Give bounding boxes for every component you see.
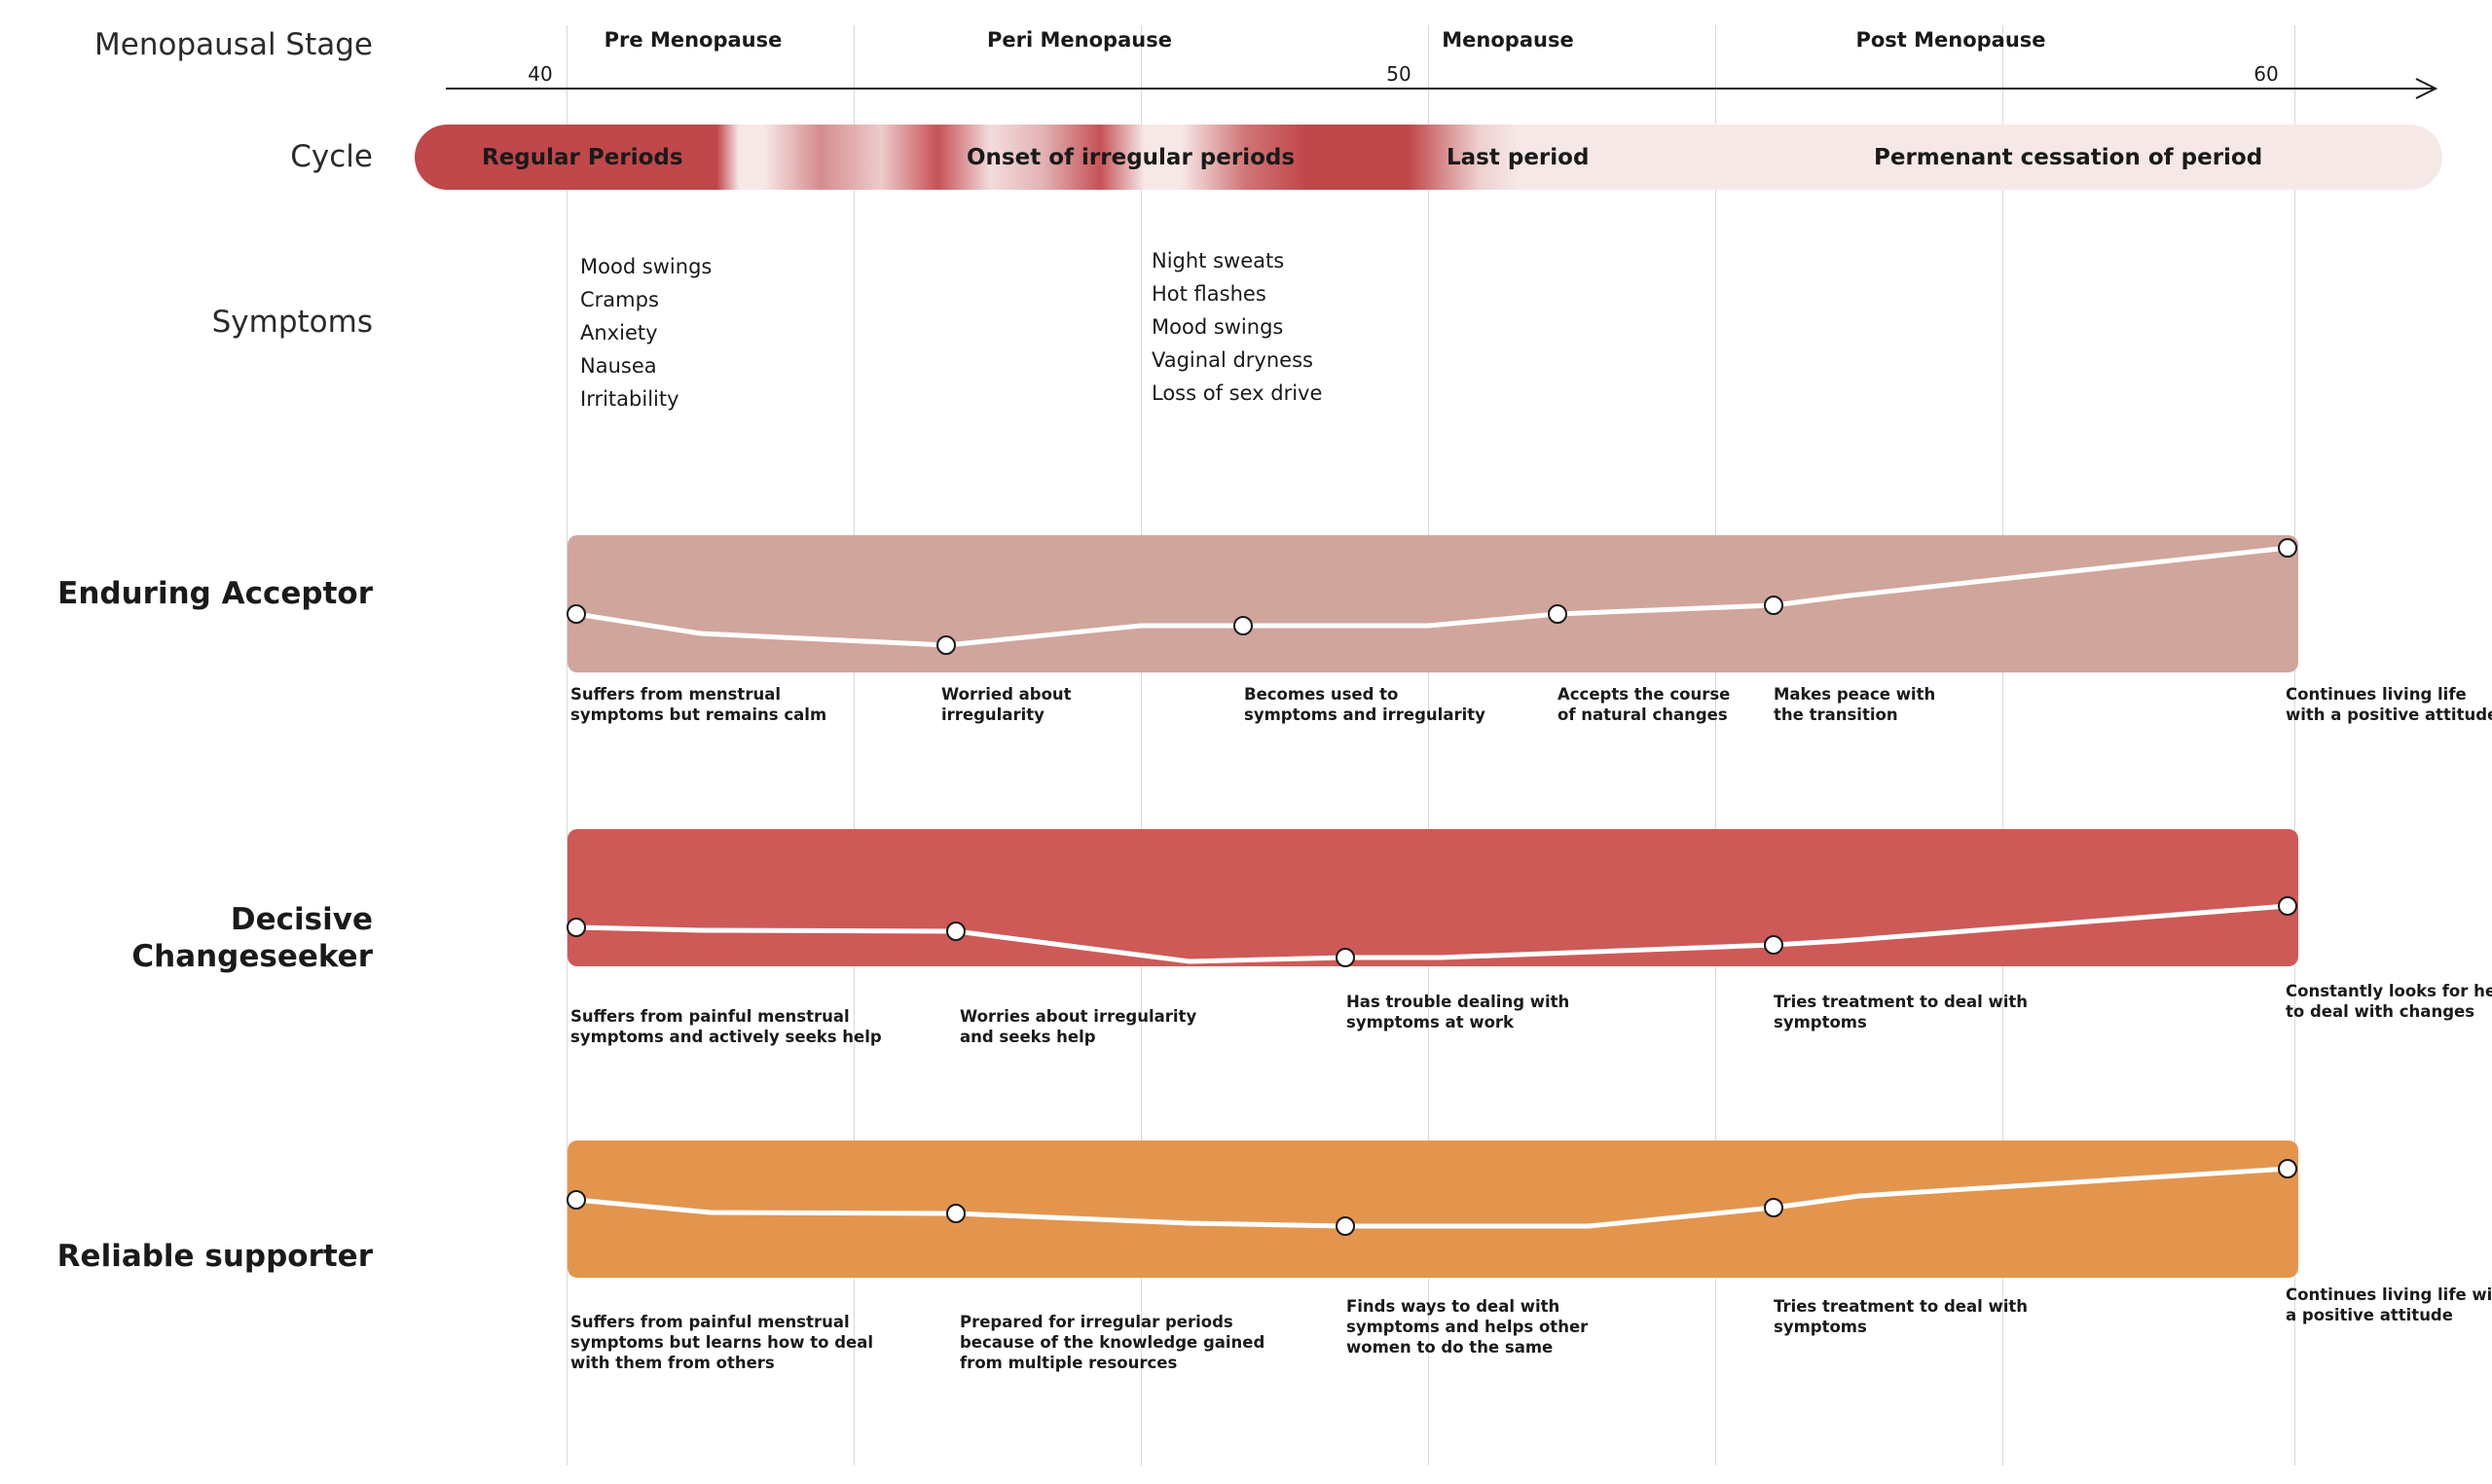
grid-line xyxy=(567,25,568,1466)
caption: Makes peace with the transition xyxy=(1774,685,1936,724)
caption: Prepared for irregular periods because of… xyxy=(960,1313,1265,1372)
symptom-item: Vaginal dryness xyxy=(1152,348,1313,372)
persona-reliable-supporter-track xyxy=(567,1140,2298,1278)
symptoms-peri-list: Night sweats Hot flashes Mood swings Vag… xyxy=(1152,244,1322,410)
caption: Suffers from painful menstrual symptoms b… xyxy=(570,1313,874,1372)
symptoms-row-label: Symptoms xyxy=(211,305,373,340)
caption: Suffers from painful menstrual symptoms a… xyxy=(570,1007,882,1046)
cycle-last-period: Last period xyxy=(1447,145,1590,170)
grid-line xyxy=(1428,25,1429,1466)
cycle-row-label: Cycle xyxy=(290,139,373,174)
caption: Tries treatment to deal with symptoms xyxy=(1774,1297,2029,1336)
persona-decisive-changeseeker-label: Decisive Changeseeker xyxy=(131,902,373,974)
stage-peri-menopause: Peri Menopause xyxy=(987,28,1172,52)
cycle-cessation: Permenant cessation of period xyxy=(1874,145,2263,170)
caption: Constantly looks for help to deal with ch… xyxy=(2286,982,2492,1021)
timeline-arrow xyxy=(446,78,2438,99)
symptoms-pre-list: Mood swings Cramps Anxiety Nausea Irrita… xyxy=(580,250,712,416)
persona-point xyxy=(2278,896,2297,916)
age-50: 50 xyxy=(1386,62,1411,86)
caption: Continues living life with a positive att… xyxy=(2286,1285,2492,1324)
stage-pre-menopause: Pre Menopause xyxy=(604,28,783,52)
grid-line xyxy=(1715,25,1716,1466)
persona-point xyxy=(1764,596,1783,615)
symptom-item: Nausea xyxy=(580,354,657,378)
persona-enduring-acceptor-track xyxy=(567,535,2298,672)
symptom-item: Cramps xyxy=(580,288,659,311)
persona-point xyxy=(1764,935,1783,955)
persona-point xyxy=(1764,1198,1783,1217)
stage-menopause: Menopause xyxy=(1442,28,1574,52)
persona-point xyxy=(567,1190,586,1210)
symptom-item: Night sweats xyxy=(1152,249,1285,272)
persona-line xyxy=(575,545,2289,648)
persona-line xyxy=(575,1166,2289,1229)
stage-row-label: Menopausal Stage xyxy=(94,27,373,62)
persona-point xyxy=(936,635,956,655)
cycle-onset-irregular: Onset of irregular periods xyxy=(967,145,1296,170)
persona-point xyxy=(2278,538,2297,558)
persona-enduring-acceptor-label: Enduring Acceptor xyxy=(57,576,373,611)
age-60: 60 xyxy=(2254,62,2279,86)
grid-line xyxy=(2002,25,2003,1466)
caption: Worried about irregularity xyxy=(941,685,1072,724)
symptom-item: Loss of sex drive xyxy=(1152,381,1323,405)
persona-decisive-changeseeker-track xyxy=(567,829,2298,967)
grid-line xyxy=(1141,25,1142,1466)
persona-point xyxy=(946,1204,966,1223)
caption: Suffers from menstrual symptoms but remai… xyxy=(570,685,827,724)
grid-line xyxy=(2294,25,2295,1466)
persona-point xyxy=(1233,616,1253,635)
persona-point xyxy=(1336,1216,1355,1236)
caption: Becomes used to symptoms and irregularity xyxy=(1244,685,1485,724)
persona-band xyxy=(568,829,2298,966)
stage-post-menopause: Post Menopause xyxy=(1855,28,2046,52)
caption: Worries about irregularity and seeks help xyxy=(960,1007,1197,1046)
symptom-item: Hot flashes xyxy=(1152,282,1266,306)
cycle-bar xyxy=(415,125,2442,190)
caption: Has trouble dealing with symptoms at work xyxy=(1346,993,1570,1032)
caption: Accepts the course of natural changes xyxy=(1558,685,1731,724)
caption: Continues living life with a positive att… xyxy=(2286,685,2492,724)
symptom-item: Mood swings xyxy=(580,255,713,278)
caption: Finds ways to deal with symptoms and help… xyxy=(1346,1297,1589,1357)
persona-point xyxy=(567,918,586,937)
cycle-regular-periods: Regular Periods xyxy=(482,145,683,170)
symptom-item: Irritability xyxy=(580,387,679,411)
persona-point xyxy=(1336,948,1355,967)
persona-point xyxy=(567,604,586,624)
caption: Tries treatment to deal with symptoms xyxy=(1774,993,2029,1032)
persona-point xyxy=(1548,604,1567,624)
persona-point xyxy=(2278,1159,2297,1178)
persona-point xyxy=(946,922,966,941)
grid-line xyxy=(854,25,855,1466)
age-40: 40 xyxy=(528,62,553,86)
symptom-item: Mood swings xyxy=(1152,315,1284,339)
persona-reliable-supporter-label: Reliable supporter xyxy=(56,1239,373,1274)
persona-band xyxy=(568,1140,2298,1278)
symptom-item: Anxiety xyxy=(580,321,658,344)
